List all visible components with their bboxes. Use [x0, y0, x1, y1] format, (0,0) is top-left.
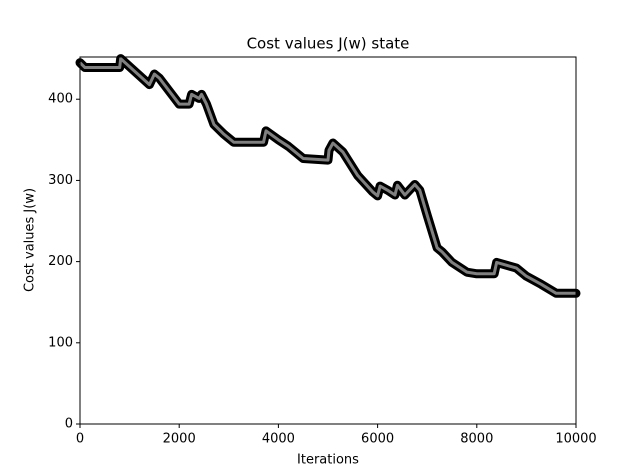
plot-frame — [79, 56, 577, 425]
chart-title: Cost values J(w) state — [247, 35, 410, 53]
line — [78, 57, 576, 295]
x-tick-label: 4000 — [262, 432, 295, 447]
line-marker-outline — [75, 54, 581, 298]
y-tick-label: 300 — [48, 173, 73, 188]
x-axis-label: Iterations — [297, 453, 359, 468]
x-tick-label: 6000 — [361, 432, 394, 447]
y-tick-label: 0 — [65, 417, 73, 432]
x-tick-label: 2000 — [163, 432, 196, 447]
y-tick-label: 200 — [48, 254, 73, 269]
y-tick-label: 400 — [48, 92, 73, 107]
y-axis-label: Cost values J(w) — [23, 188, 38, 292]
x-tick-label: 8000 — [460, 432, 493, 447]
x-tick-label: 0 — [76, 432, 84, 447]
x-tick-label: 10000 — [555, 432, 596, 447]
y-tick-label: 100 — [48, 335, 73, 350]
